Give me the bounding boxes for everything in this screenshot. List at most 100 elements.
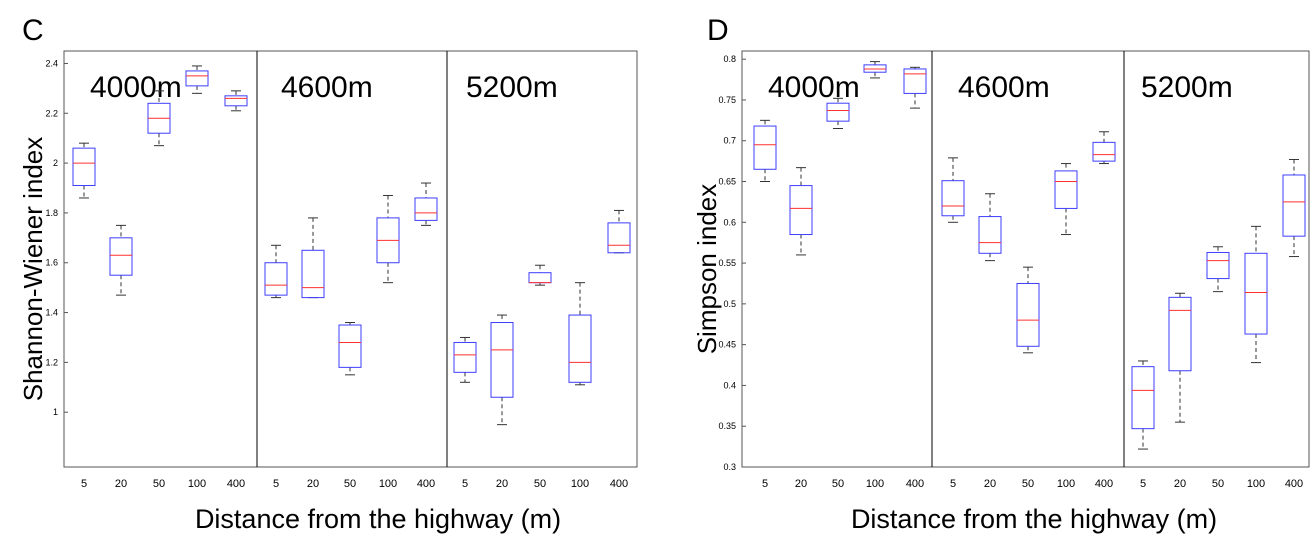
y-tick-label: 1.6 <box>45 258 58 268</box>
box-4600m-50 <box>1016 266 1040 354</box>
panel-d: 0.3 0.35 0.4 0.45 0.5 0.55 0.6 0.65 0.7 0.75 0.8 D S… <box>692 14 1310 534</box>
box-5200m-400 <box>1282 158 1306 258</box>
box-iqr <box>753 125 777 170</box>
box-iqr <box>1244 252 1268 335</box>
y-axis-label: Simpson index <box>692 184 722 355</box>
x-tick-label: 20 <box>984 478 996 490</box>
box-iqr <box>978 216 1002 254</box>
x-tick-label: 400 <box>610 478 628 490</box>
x-tick-label: 400 <box>1285 478 1303 490</box>
x-tick-label: 20 <box>795 478 807 490</box>
box-5200m-20 <box>490 314 514 426</box>
box-iqr <box>109 237 133 276</box>
plot-frame <box>741 50 1310 468</box>
plot-frame <box>63 50 638 468</box>
x-tick-label: 50 <box>153 478 165 490</box>
x-axis-label: Distance from the highway (m) <box>195 504 561 534</box>
y-tick-label: 0.8 <box>723 54 736 64</box>
y-tick-label: 1 <box>53 407 58 417</box>
y-tick-label: 0.3 <box>723 462 736 472</box>
x-tick-label: 400 <box>906 478 924 490</box>
box-iqr <box>826 102 850 122</box>
box-iqr <box>72 147 96 187</box>
x-tick-label: 100 <box>1057 478 1075 490</box>
x-tick-label: 400 <box>1095 478 1113 490</box>
x-tick-label: 5 <box>950 478 956 490</box>
x-tick-label: 20 <box>1174 478 1186 490</box>
y-tick-label: 0.45 <box>718 340 736 350</box>
box-5200m-20 <box>1168 292 1192 423</box>
y-tick-label: 0.35 <box>718 421 736 431</box>
x-tick-label: 20 <box>496 478 508 490</box>
y-tick-label: 0.65 <box>718 177 736 187</box>
box-iqr <box>414 197 438 221</box>
y-tick-label: 2.2 <box>45 108 58 118</box>
x-axis-label: Distance from the highway (m) <box>851 504 1217 534</box>
group-label: 4600m <box>958 71 1050 104</box>
box-4600m-100 <box>376 194 400 284</box>
y-tick-label: 0.5 <box>723 299 736 309</box>
box-iqr <box>1092 141 1116 162</box>
group-label: 5200m <box>466 71 558 104</box>
y-tick-label: 1.4 <box>45 308 58 318</box>
box-iqr <box>903 68 927 94</box>
box-5200m-400 <box>607 209 631 254</box>
y-tick-label: 2.4 <box>45 58 58 68</box>
box-4000m-20 <box>109 224 133 296</box>
x-tick-label: 100 <box>188 478 206 490</box>
box-4600m-5 <box>264 244 288 299</box>
box-iqr <box>338 324 362 368</box>
box-iqr <box>301 249 325 299</box>
box-4600m-100 <box>1054 163 1078 236</box>
box-4000m-100 <box>185 65 209 94</box>
box-4000m-50 <box>826 97 850 129</box>
box-iqr <box>224 95 248 107</box>
x-tick-label: 50 <box>1022 478 1034 490</box>
box-iqr <box>1131 366 1155 430</box>
box-4600m-20 <box>978 193 1002 262</box>
x-tick-label: 5 <box>462 478 468 490</box>
group-label: 4000m <box>768 71 860 104</box>
x-tick-label: 20 <box>115 478 127 490</box>
y-tick-label: 1.2 <box>45 357 58 367</box>
x-tick-label: 5 <box>273 478 279 490</box>
box-iqr <box>264 262 288 296</box>
box-4600m-5 <box>941 157 965 223</box>
x-tick-label: 50 <box>344 478 356 490</box>
box-5200m-100 <box>1244 225 1268 364</box>
box-iqr <box>941 180 965 217</box>
box-iqr <box>1054 170 1078 209</box>
y-tick-label: 0.75 <box>718 95 736 105</box>
y-tick-label: 0.7 <box>723 136 736 146</box>
x-tick-label: 400 <box>417 478 435 490</box>
box-4000m-50 <box>147 90 171 147</box>
box-5200m-100 <box>568 282 592 386</box>
x-tick-label: 20 <box>307 478 319 490</box>
x-tick-label: 50 <box>1212 478 1224 490</box>
y-tick-label: 0.55 <box>718 258 736 268</box>
y-tick-label: 0.4 <box>723 380 736 390</box>
box-4600m-20 <box>301 217 325 299</box>
box-4000m-5 <box>72 142 96 199</box>
y-axis-label: Shannon-Wiener index <box>18 137 48 402</box>
y-tick-label: 1.8 <box>45 208 58 218</box>
panel-letter: D <box>707 14 729 47</box>
box-4000m-5 <box>753 119 777 183</box>
box-5200m-5 <box>1131 360 1155 450</box>
box-iqr <box>528 272 552 284</box>
panel-c: 1 1.2 1.4 1.6 1.8 2 2.2 2.4 C Shannon-Wiener inde… <box>18 14 638 534</box>
box-4000m-400 <box>224 90 248 112</box>
box-iqr <box>1016 282 1040 347</box>
x-tick-label: 100 <box>866 478 884 490</box>
group-label: 5200m <box>1141 71 1233 104</box>
box-iqr <box>185 70 209 87</box>
box-4000m-20 <box>789 167 813 256</box>
x-tick-label: 5 <box>81 478 87 490</box>
x-tick-label: 5 <box>762 478 768 490</box>
y-tick-label: 2 <box>53 158 58 168</box>
x-tick-label: 100 <box>1247 478 1265 490</box>
panel-letter: C <box>22 14 44 47</box>
box-iqr <box>789 185 813 236</box>
box-iqr <box>1168 296 1192 372</box>
